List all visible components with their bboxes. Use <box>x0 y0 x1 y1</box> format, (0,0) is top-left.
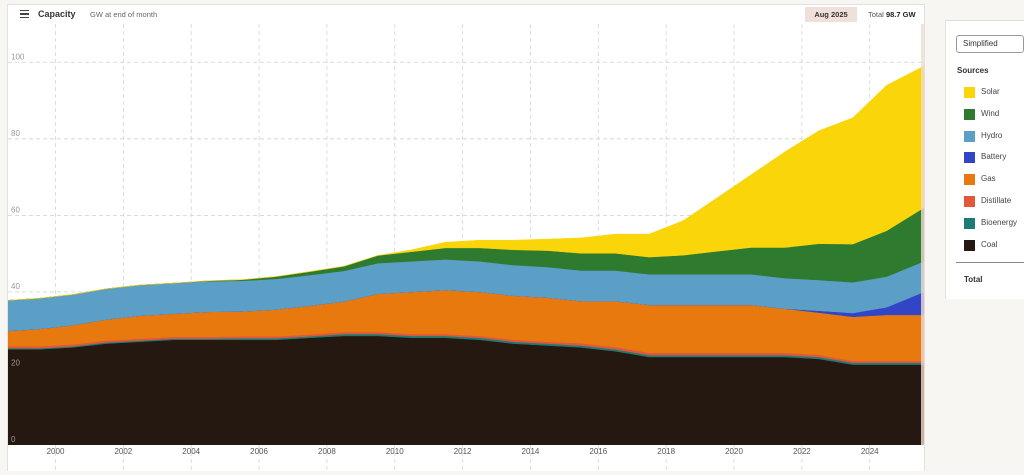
x-tick-label: 2006 <box>250 447 268 456</box>
x-tick-label: 2024 <box>861 447 879 456</box>
legend-swatch-distillate <box>964 195 975 207</box>
x-tick-label: 2000 <box>47 447 65 456</box>
divider <box>956 262 1024 263</box>
legend-item-gas[interactable]: Gas <box>946 171 1024 193</box>
legend-swatch-coal <box>964 239 975 251</box>
legend-swatch-gas <box>964 174 975 186</box>
view-select[interactable]: Simplified <box>956 35 1024 53</box>
x-tick-label: 2020 <box>725 447 743 456</box>
legend-label-gas: Gas <box>981 174 996 184</box>
legend-label-solar: Solar <box>981 87 1000 96</box>
legend-item-coal[interactable]: Coal <box>946 237 1024 259</box>
x-tick-label: 2004 <box>182 447 200 456</box>
x-tick-label: 2002 <box>114 447 132 456</box>
legend-label-battery: Battery <box>981 152 1007 162</box>
x-tick-label: 2022 <box>793 447 811 456</box>
side-panel: Simplified Sources Solar Wind Hydro Battery… <box>945 20 1024 299</box>
legend-item-solar[interactable]: Solar <box>946 84 1024 106</box>
sources-heading: Sources <box>957 66 989 75</box>
total-readout: Total 98.7 GW <box>868 10 916 19</box>
legend-swatch-solar <box>964 87 975 98</box>
chart-subtitle: GW at end of month <box>90 10 158 19</box>
legend-label-bioenergy: Bioenergy <box>981 217 1018 227</box>
legend-label-coal: Coal <box>981 239 998 249</box>
y-tick-label: 100 <box>11 52 25 61</box>
y-tick-label: 40 <box>11 282 20 291</box>
legend-item-bioenergy[interactable]: Bioenergy <box>946 215 1024 237</box>
legend-item-hydro[interactable]: Hydro <box>946 128 1024 150</box>
x-tick-label: 2010 <box>386 447 404 456</box>
total-row: Total <box>964 275 983 284</box>
legend-item-distillate[interactable]: Distillate <box>946 193 1024 215</box>
legend-swatch-hydro <box>964 130 975 142</box>
x-tick-label: 2016 <box>589 447 607 456</box>
capacity-chart-card: Capacity GW at end of month Aug 2025 Tot… <box>7 4 925 471</box>
chart-title: Capacity <box>38 9 76 19</box>
chart-header: Capacity GW at end of month Aug 2025 Tot… <box>8 5 924 24</box>
legend-label-hydro: Hydro <box>981 130 1003 140</box>
x-tick-label: 2018 <box>657 447 675 456</box>
legend-swatch-bioenergy <box>964 217 975 229</box>
x-tick-label: 2012 <box>454 447 472 456</box>
legend-swatch-battery <box>964 152 975 164</box>
current-date-marker <box>921 24 924 445</box>
x-tick-label: 2014 <box>522 447 540 456</box>
x-axis-band <box>8 445 924 471</box>
y-tick-label: 60 <box>11 205 20 214</box>
legend-item-battery[interactable]: Battery <box>946 149 1024 171</box>
legend-label-wind: Wind <box>981 108 1000 118</box>
total-prefix: Total <box>868 10 884 19</box>
y-tick-label: 0 <box>11 435 16 444</box>
menu-icon[interactable] <box>20 10 29 18</box>
legend-swatch-wind <box>964 108 975 120</box>
stacked-area-chart[interactable]: 2000 2002 2004 2006 2008 2010 2012 2014 2016 2018… <box>8 24 924 471</box>
legend-label-distillate: Distillate <box>981 195 1012 205</box>
total-value: 98.7 GW <box>885 10 916 19</box>
y-tick-label: 80 <box>11 129 20 138</box>
y-tick-label: 20 <box>11 358 20 367</box>
x-tick-label: 2008 <box>318 447 336 456</box>
area-solar[interactable] <box>8 65 924 301</box>
legend-item-wind[interactable]: Wind <box>946 106 1024 128</box>
sources-legend: Solar Wind Hydro Battery Gas Distillate Bioene… <box>946 84 1024 258</box>
date-badge: Aug 2025 <box>805 7 857 22</box>
